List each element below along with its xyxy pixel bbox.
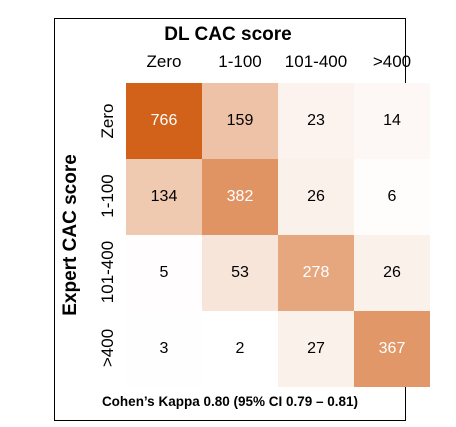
heatmap-cell xyxy=(126,235,202,311)
heatmap-cell xyxy=(354,311,430,387)
heatmap-cell-value: 382 xyxy=(226,188,254,205)
heatmap-cell-value: 278 xyxy=(302,264,330,281)
y-tick-label-1-100: 1-100 xyxy=(98,174,117,218)
heatmap-cell-value: 2 xyxy=(235,340,245,357)
heatmap-cell xyxy=(126,311,202,387)
heatmap-cell-value: 3 xyxy=(159,340,169,357)
x-tick-label-101-400: 101-400 xyxy=(284,52,348,71)
heatmap-cell xyxy=(126,83,202,159)
heatmap-cell-value: 27 xyxy=(307,340,325,357)
heatmap-cell-value: 159 xyxy=(226,112,254,129)
heatmap-cell-value: 134 xyxy=(150,188,178,205)
heatmap-cell xyxy=(126,159,202,235)
heatmap-cell-value: 766 xyxy=(150,112,178,129)
heatmap-cell xyxy=(278,311,354,387)
heatmap-cell-value: 5 xyxy=(159,264,169,281)
y-axis-label: Expert CAC score xyxy=(60,154,81,316)
chart-title: DL CAC score xyxy=(164,24,292,45)
kappa-annotation: Cohen’s Kappa 0.80 (95% CI 0.79 – 0.81) xyxy=(101,394,359,409)
y-tick-label-101-400: 101-400 xyxy=(98,240,117,304)
heatmap-cell xyxy=(278,159,354,235)
heatmap-cell-value: 53 xyxy=(231,264,249,281)
heatmap-cell-value: 26 xyxy=(383,264,401,281)
y-tick-label-over-400: >400 xyxy=(98,328,117,368)
heatmap-cell xyxy=(202,159,278,235)
heatmap-cell xyxy=(354,83,430,159)
heatmap-cell-value: 26 xyxy=(307,188,325,205)
heatmap-cell xyxy=(202,235,278,311)
heatmap-cell-value: 6 xyxy=(387,188,397,205)
x-tick-label-zero: Zero xyxy=(146,52,182,71)
heatmap-cell-value: 14 xyxy=(383,112,401,129)
x-tick-label-over-400: >400 xyxy=(372,52,412,71)
heatmap-cell xyxy=(202,311,278,387)
heatmap-cell xyxy=(354,159,430,235)
heatmap-cell-value: 367 xyxy=(378,340,406,357)
heatmap-cell xyxy=(354,235,430,311)
y-tick-label-zero: Zero xyxy=(98,103,117,139)
heatmap-cell xyxy=(278,235,354,311)
heatmap-cell-value: 23 xyxy=(307,112,325,129)
heatmap-cell xyxy=(278,83,354,159)
heatmap-cell xyxy=(202,83,278,159)
x-tick-label-1-100: 1-100 xyxy=(218,52,262,71)
